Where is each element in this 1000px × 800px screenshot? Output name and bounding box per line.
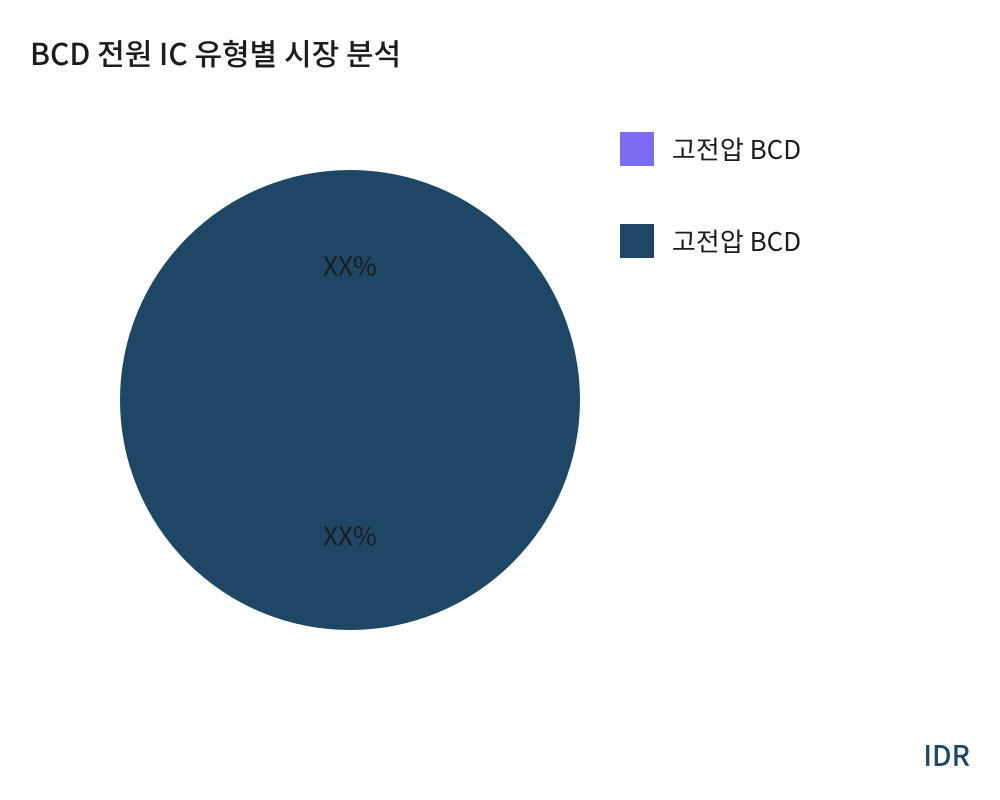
footer-brand: IDR — [923, 735, 970, 775]
legend-item-0: 고전압 BCD — [620, 130, 801, 167]
legend-label-0: 고전압 BCD — [672, 130, 801, 167]
pie-slice-label-0: XX% — [323, 247, 377, 284]
pie-slice-label-1: XX% — [323, 517, 377, 554]
legend-item-1: 고전압 BCD — [620, 222, 801, 259]
pie-chart: XX% XX% — [120, 170, 580, 630]
chart-title: BCD 전원 IC 유형별 시장 분석 — [30, 30, 401, 74]
legend: 고전압 BCD 고전압 BCD — [620, 130, 801, 259]
chart-container: BCD 전원 IC 유형별 시장 분석 XX% XX% 고전압 BCD 고전압 … — [0, 0, 1000, 800]
legend-swatch-0 — [620, 132, 654, 166]
pie-circle — [120, 170, 580, 630]
legend-label-1: 고전압 BCD — [672, 222, 801, 259]
legend-swatch-1 — [620, 224, 654, 258]
